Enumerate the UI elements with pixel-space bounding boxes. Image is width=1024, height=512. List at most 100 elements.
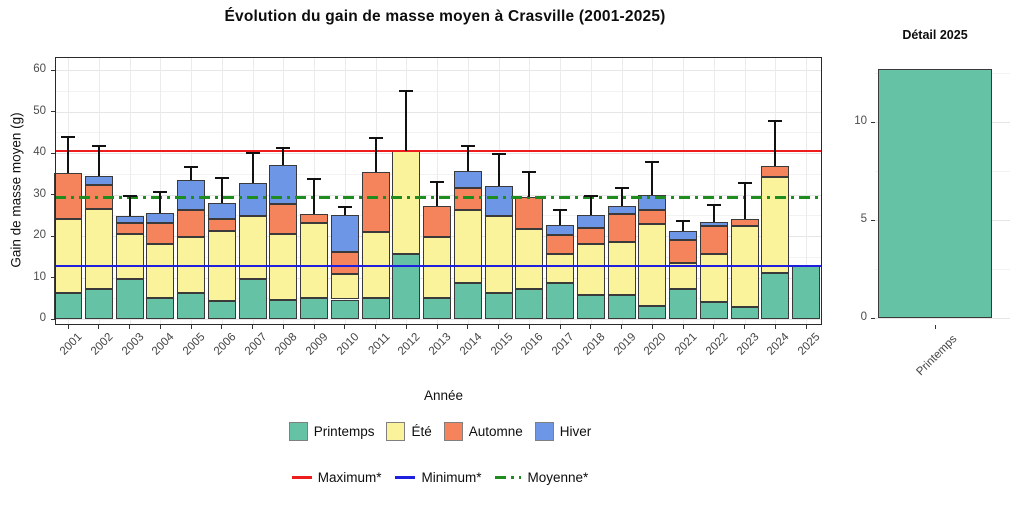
legend-item-été: Été <box>386 422 432 441</box>
bar-segment-printemps <box>669 289 697 319</box>
x-tick-label: 2021 <box>672 331 700 358</box>
bar-segment-hiver <box>177 180 205 210</box>
gridline-major <box>55 153 822 155</box>
bar-segment-été <box>392 150 421 255</box>
error-bar <box>190 166 192 181</box>
bar-segment-hiver <box>453 170 482 189</box>
error-bar-cap <box>491 152 506 155</box>
x-tick-label: 2010 <box>334 331 362 358</box>
legend-label: Minimum* <box>421 470 482 485</box>
bar-segment-printemps <box>207 300 236 319</box>
error-bar-cap <box>307 178 321 181</box>
legend-label: Maximum* <box>317 470 382 485</box>
bar-segment-hiver <box>146 212 175 223</box>
x-tick-label: 2024 <box>765 331 792 358</box>
legend-swatch-été <box>386 422 406 441</box>
x-axis-title: Année <box>423 388 464 403</box>
main-chart-title: Évolution du gain de masse moyen à Crasv… <box>224 8 666 25</box>
error-bar-cap <box>337 205 352 208</box>
bar-segment-été <box>607 241 636 295</box>
gridline-minor <box>55 132 822 134</box>
gridline-vertical <box>344 57 346 325</box>
x-tick-label: 2013 <box>426 331 454 358</box>
bar-segment-hiver <box>238 182 267 217</box>
bar-segment-printemps <box>761 272 790 319</box>
bar-segment-printemps <box>730 306 759 319</box>
bar-segment-printemps <box>300 297 328 319</box>
bar-segment-hiver <box>576 214 605 229</box>
bar-segment-automne <box>699 226 728 255</box>
bar-segment-printemps <box>792 266 820 319</box>
x-tick-label: 2012 <box>396 331 423 358</box>
detail-chart-panel <box>875 55 1010 325</box>
bar-segment-automne <box>146 222 175 244</box>
error-bar <box>682 220 684 232</box>
y-tick-label: 10 <box>854 115 867 127</box>
gridline-major <box>55 70 822 72</box>
bar-segment-printemps <box>177 292 205 319</box>
bar-segment-printemps <box>576 294 605 319</box>
legend-item-moyenne: Moyenne* <box>495 470 588 485</box>
legend-item-hiver: Hiver <box>534 422 592 441</box>
y-tick-label: 5 <box>860 213 867 225</box>
error-bar-cap <box>122 195 137 198</box>
error-bar <box>67 136 69 174</box>
bar-segment-printemps <box>546 283 574 319</box>
x-tick-label: 2017 <box>549 331 577 358</box>
x-tick-label: 2007 <box>242 331 269 358</box>
bar-segment-printemps <box>269 299 298 319</box>
gridline-major <box>55 319 822 320</box>
x-tick <box>467 325 469 329</box>
gridline-minor <box>55 90 822 92</box>
detail-chart-title: Détail 2025 <box>902 28 968 42</box>
x-tick <box>436 325 438 329</box>
legend-label: Été <box>411 424 432 439</box>
gridline-vertical <box>160 57 162 325</box>
error-bar-cap <box>245 152 260 155</box>
legend-item-maximum: Maximum* <box>291 470 382 485</box>
x-tick-label: 2009 <box>303 331 331 358</box>
error-bar-cap <box>645 160 660 163</box>
error-bar <box>743 183 746 220</box>
x-tick-label: 2008 <box>273 331 300 358</box>
x-tick-label: 2006 <box>211 331 239 358</box>
x-tick-label: 2022 <box>703 331 731 358</box>
error-bar-cap <box>214 177 229 179</box>
x-tick-label: 2011 <box>366 331 392 357</box>
x-tick-label: 2020 <box>642 331 669 358</box>
bar-segment-hiver <box>330 214 359 252</box>
bar-segment-été <box>146 243 175 299</box>
gridline-vertical <box>806 57 807 325</box>
error-bar <box>97 145 100 177</box>
error-bar <box>712 204 715 223</box>
bar-segment-automne <box>546 235 574 255</box>
x-tick <box>67 325 69 329</box>
gridline-vertical <box>683 57 684 325</box>
legend-label: Hiver <box>559 424 592 439</box>
legend-line-swatch-minimum <box>395 476 416 479</box>
x-tick-label: 2023 <box>734 331 761 358</box>
error-bar-cap <box>614 186 629 189</box>
legend-swatch-hiver <box>534 422 554 441</box>
bar-segment-automne <box>638 209 667 225</box>
x-tick-label: 2001 <box>57 331 85 358</box>
legend-seasons: Printemps Été Automne Hiver <box>0 422 880 441</box>
x-tick <box>682 325 684 329</box>
x-tick <box>590 325 592 329</box>
reference-line-moyenne <box>55 195 822 199</box>
bar-segment-printemps <box>453 282 482 319</box>
bar-segment-hiver <box>84 176 113 186</box>
error-bar-cap <box>583 195 598 198</box>
gridline-vertical <box>590 57 592 325</box>
error-bar <box>620 187 623 206</box>
x-tick-label: 2002 <box>88 331 116 358</box>
x-tick-label: 2005 <box>180 331 208 358</box>
bar-segment-automne <box>730 219 759 227</box>
bar-segment-automne <box>300 214 328 223</box>
bar-segment-printemps <box>361 298 390 319</box>
x-tick <box>774 325 776 329</box>
error-bar <box>651 161 654 195</box>
x-tick-label: 2014 <box>457 331 485 358</box>
bar-segment-printemps <box>878 69 992 318</box>
